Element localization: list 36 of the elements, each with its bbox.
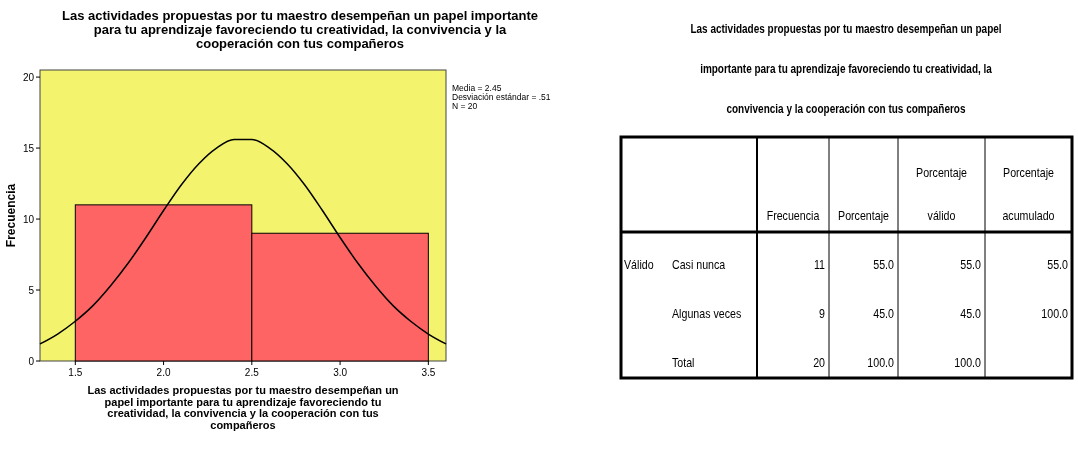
chart-title: Las actividades propuestas por tu maestro desempeñan un papel importante para tu aprendizaje favoreciendo tu creatividad, la convivencia y la cooperación con tus compañeros (61, 8, 539, 51)
y-tick-label: 0 (28, 356, 35, 367)
y-axis-title: Frecuencia (4, 183, 18, 248)
category-label: Frecuencia (766, 207, 820, 224)
y-tick-label: 15 (22, 143, 35, 155)
category-label: Total (672, 354, 695, 371)
y-tick-label: 20 (22, 72, 35, 84)
x-tick-label: 1.5 (68, 367, 83, 378)
x-tick-label: 3.5 (421, 367, 436, 378)
chart-title: Las actividades propuestas por tu maestro desempeñan un papel importante para tu aprendizaje favoreciendo tu creatividad, la convivencia y la cooperación con tus compañeros (690, 21, 1002, 116)
text: 11 (813, 256, 825, 273)
x-tick-label: 3.0 (333, 367, 348, 378)
x-tick-label: 2.5 (244, 367, 260, 378)
category-label: Algunas veces (672, 305, 742, 322)
x-axis-title: Las actividades propuestas por tu maestro desempeñan un papel importante para tu aprendizaje favoreciendo tu creatividad, la convivencia y la cooperación con tus compañeros (87, 384, 399, 431)
category-label: Casi nunca (672, 256, 726, 273)
text: 100.0 (1041, 305, 1068, 322)
category-label: Porcentaje (838, 207, 890, 224)
y-tick-label: 10 (22, 214, 35, 226)
category-label: Porcentaje válido (916, 164, 967, 224)
text: 55.0 (1047, 256, 1068, 273)
x-tick-label: 2.0 (156, 367, 171, 378)
text: 55.0 (960, 256, 981, 273)
text: 9 (819, 305, 825, 322)
text: Media = 2.45 (452, 83, 502, 93)
text: N = 20 (452, 101, 478, 111)
text: 55.0 (873, 256, 894, 273)
text: 100.0 (867, 354, 894, 371)
text: 20 (813, 354, 825, 371)
text: Desviación estándar = .51 (452, 92, 551, 102)
text: 45.0 (873, 305, 894, 322)
y-tick-label: 5 (28, 285, 35, 297)
category-label: Porcentaje acumulado (1002, 164, 1055, 224)
text: 45.0 (960, 305, 981, 322)
text: Válido (624, 256, 654, 273)
text: 100.0 (954, 354, 981, 371)
